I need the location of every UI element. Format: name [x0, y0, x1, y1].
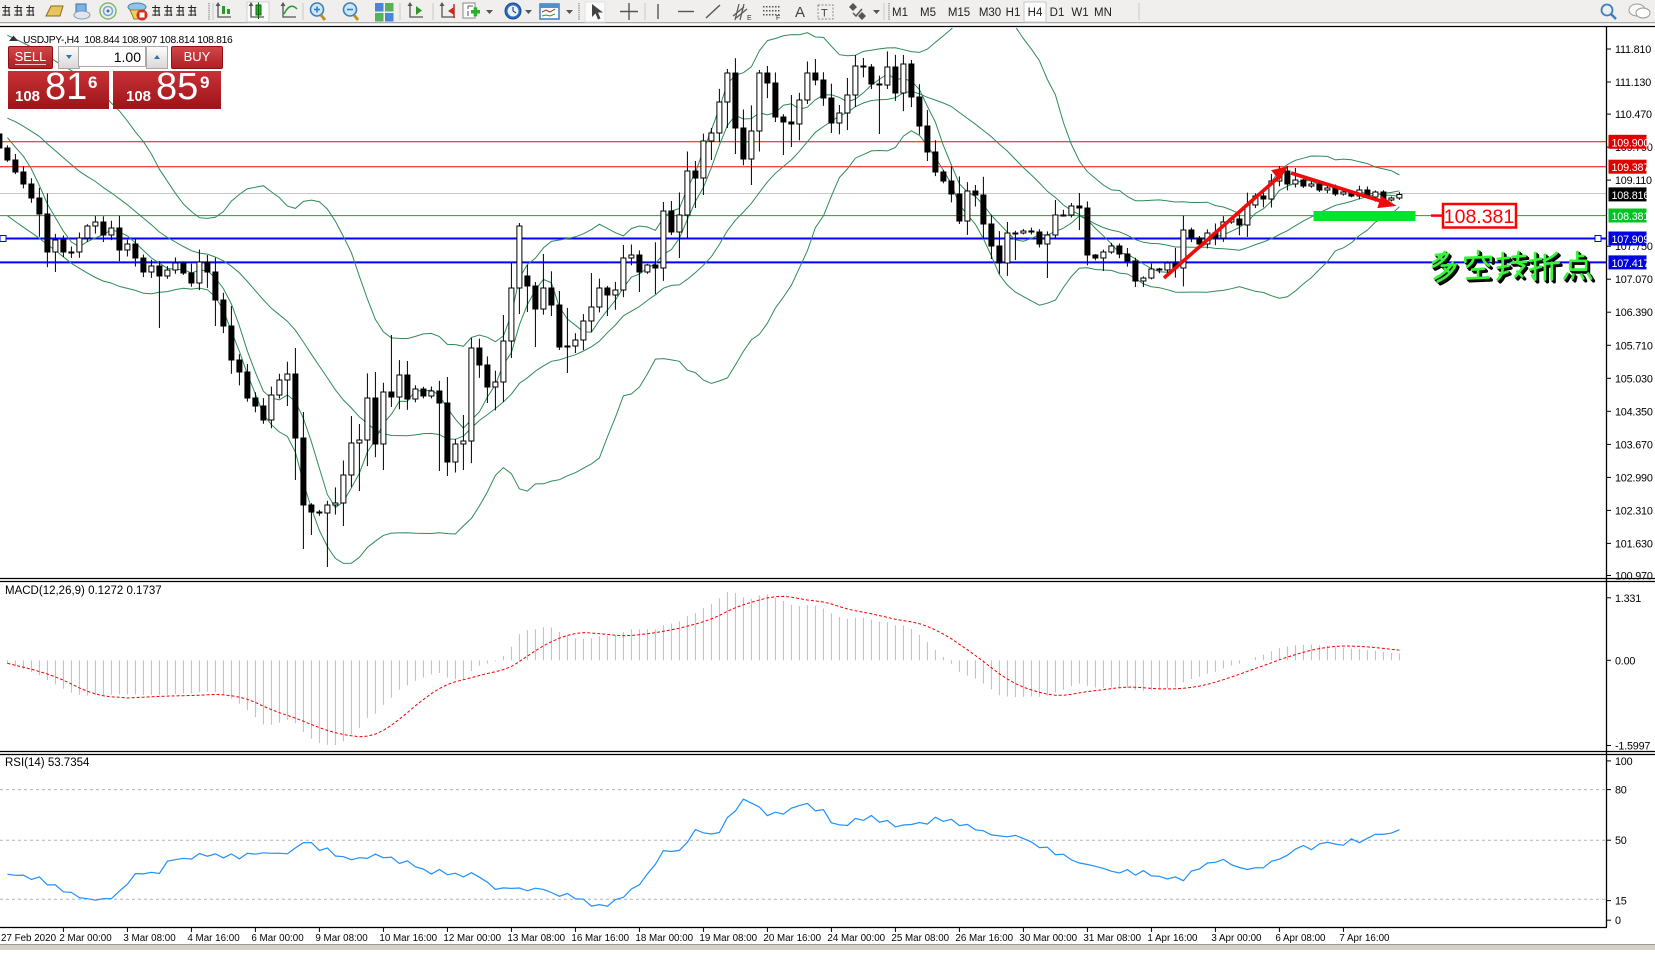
svg-text:13 Mar 08:00: 13 Mar 08:00	[507, 933, 565, 944]
svg-text:0: 0	[1615, 915, 1621, 927]
svg-text:106.390: 106.390	[1615, 307, 1653, 319]
svg-text:31 Mar 08:00: 31 Mar 08:00	[1083, 933, 1141, 944]
svg-text:12 Mar 00:00: 12 Mar 00:00	[443, 933, 501, 944]
svg-text:105.030: 105.030	[1615, 373, 1653, 385]
svg-text:80: 80	[1615, 785, 1627, 797]
svg-text:10 Mar 16:00: 10 Mar 16:00	[379, 933, 437, 944]
svg-text:20 Mar 16:00: 20 Mar 16:00	[763, 933, 821, 944]
svg-text:27 Feb 2020: 27 Feb 2020	[1, 933, 57, 944]
svg-text:100.970: 100.970	[1615, 571, 1653, 583]
svg-text:19 Mar 08:00: 19 Mar 08:00	[699, 933, 757, 944]
svg-text:24 Mar 00:00: 24 Mar 00:00	[827, 933, 885, 944]
svg-text:102.310: 102.310	[1615, 505, 1653, 517]
svg-text:6 Mar 00:00: 6 Mar 00:00	[251, 933, 304, 944]
svg-text:MACD(12,26,9) 0.1272 0.1737: MACD(12,26,9) 0.1272 0.1737	[5, 585, 162, 597]
svg-text:4 Mar 16:00: 4 Mar 16:00	[187, 933, 240, 944]
svg-text:16 Mar 16:00: 16 Mar 16:00	[571, 933, 629, 944]
svg-text:108.816: 108.816	[1612, 190, 1650, 202]
svg-text:25 Mar 08:00: 25 Mar 08:00	[891, 933, 949, 944]
svg-text:9 Mar 08:00: 9 Mar 08:00	[315, 933, 368, 944]
svg-text:6 Apr 08:00: 6 Apr 08:00	[1275, 933, 1326, 944]
svg-text:107.909: 107.909	[1612, 234, 1650, 246]
svg-text:15: 15	[1615, 896, 1627, 908]
svg-text:3 Apr 00:00: 3 Apr 00:00	[1211, 933, 1262, 944]
svg-text:107.070: 107.070	[1615, 274, 1653, 286]
svg-text:111.130: 111.130	[1615, 77, 1651, 89]
svg-text:103.670: 103.670	[1615, 439, 1653, 451]
svg-text:100: 100	[1615, 756, 1633, 768]
svg-text:105.710: 105.710	[1615, 340, 1653, 352]
svg-text:26 Mar 16:00: 26 Mar 16:00	[955, 933, 1013, 944]
svg-text:-1.5997: -1.5997	[1615, 741, 1650, 753]
svg-text:109.900: 109.900	[1612, 137, 1650, 149]
svg-text:50: 50	[1615, 835, 1627, 847]
svg-text:109.110: 109.110	[1615, 175, 1652, 187]
svg-text:110.470: 110.470	[1615, 109, 1652, 121]
svg-text:108.381: 108.381	[1444, 206, 1515, 228]
svg-text:108.381: 108.381	[1612, 211, 1650, 223]
svg-text:101.630: 101.630	[1615, 538, 1653, 550]
svg-text:1 Apr 16:00: 1 Apr 16:00	[1147, 933, 1198, 944]
svg-text:0.00: 0.00	[1615, 655, 1635, 667]
svg-text:2 Mar 00:00: 2 Mar 00:00	[59, 933, 112, 944]
svg-text:111.810: 111.810	[1615, 44, 1651, 56]
svg-text:109.387: 109.387	[1612, 162, 1650, 174]
svg-text:USDJPY-,H4 108.844 108.907 10: USDJPY-,H4 108.844 108.907 108.814 108.8…	[23, 35, 233, 46]
svg-text:3 Mar 08:00: 3 Mar 08:00	[123, 933, 176, 944]
svg-text:107.417: 107.417	[1612, 258, 1650, 270]
svg-text:18 Mar 00:00: 18 Mar 00:00	[635, 933, 693, 944]
svg-text:30 Mar 00:00: 30 Mar 00:00	[1019, 933, 1077, 944]
svg-text:102.990: 102.990	[1615, 472, 1653, 484]
svg-text:104.350: 104.350	[1615, 406, 1653, 418]
svg-text:7 Apr 16:00: 7 Apr 16:00	[1339, 933, 1390, 944]
svg-text:1.331: 1.331	[1615, 593, 1641, 605]
svg-text:RSI(14) 53.7354: RSI(14) 53.7354	[5, 757, 90, 769]
